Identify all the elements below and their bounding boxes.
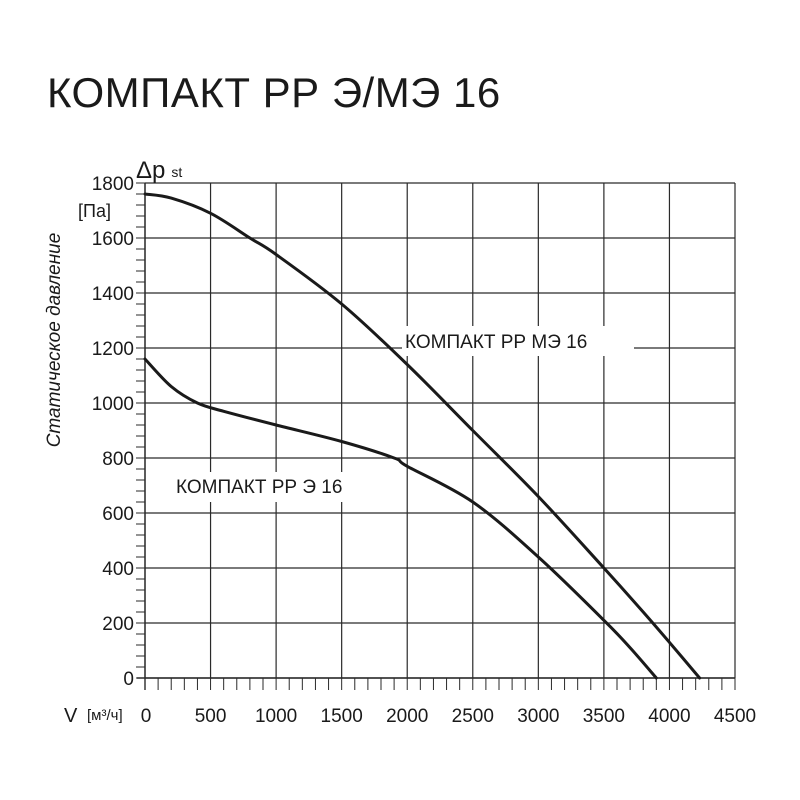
series-label-2: КОМПАКТ РР Э 16 [176,477,342,498]
y-tick-label: 1600 [92,229,134,250]
curves: КОМПАКТ РР МЭ 16 КОМПАКТ РР Э 16 [143,192,702,680]
y-axis-label: Статическое давление [44,233,65,448]
y-axis-symbol: Δp st [136,157,182,184]
series-label-background [172,472,386,502]
tick-labels: 0 500 1000 1500 2000 2500 3000 3500 4000 4500 0 200… [92,174,756,727]
y-tick-label: 600 [102,504,134,525]
series-label-1: КОМПАКТ РР МЭ 16 [405,332,587,353]
y-tick-label: 1800 [92,174,134,195]
x-tick-label: 3500 [583,706,625,727]
chart-title: КОМПАКТ РР Э/МЭ 16 [47,69,501,116]
series-line-1 [143,192,702,680]
x-tick-label: 500 [195,706,227,727]
minor-ticks [136,182,736,690]
y-tick-label: 200 [102,614,134,635]
x-tick-label: 4000 [648,706,690,727]
x-tick-label: 3000 [517,706,559,727]
x-tick-label: 4500 [714,706,756,727]
y-tick-label: 400 [102,559,134,580]
x-axis-unit: [м³/ч] [87,707,123,724]
y-axis-unit: [Па] [78,201,111,221]
x-tick-label: 1000 [255,706,297,727]
x-tick-label: 0 [141,706,152,727]
series-line-2 [143,357,658,680]
y-tick-label: 0 [123,669,134,690]
y-tick-label: 800 [102,449,134,470]
grid [137,182,736,690]
x-tick-label: 2500 [452,706,494,727]
x-tick-label: 2000 [386,706,428,727]
x-axis-label: V [64,705,78,727]
series-label-background [402,326,634,356]
y-tick-label: 1400 [92,284,134,305]
y-tick-label: 1000 [92,394,134,415]
x-tick-label: 1500 [321,706,363,727]
y-tick-label: 1200 [92,339,134,360]
